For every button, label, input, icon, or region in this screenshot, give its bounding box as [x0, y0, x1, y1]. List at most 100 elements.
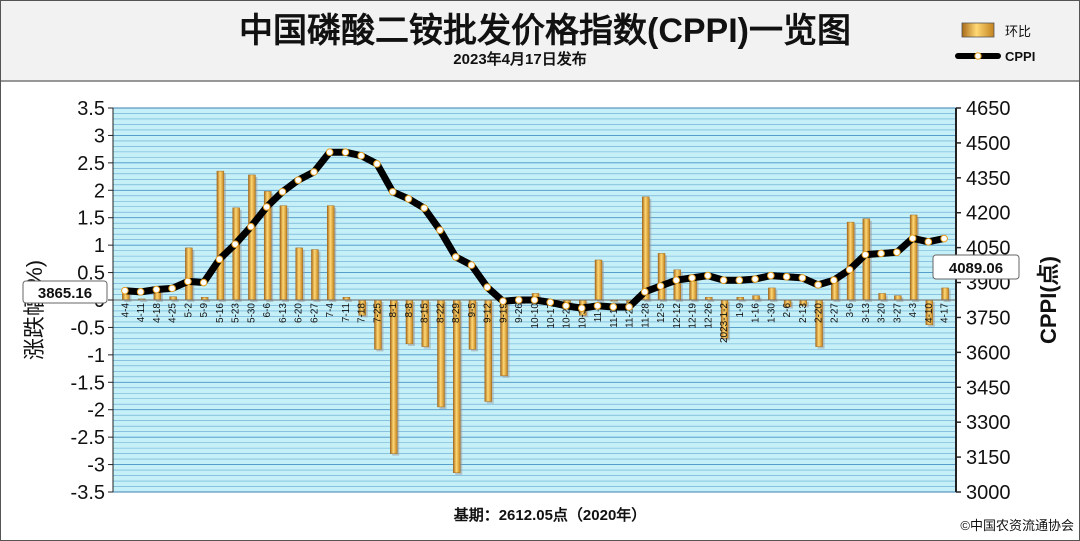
- category-label: 3-27: [892, 303, 903, 323]
- bar-3-27: [894, 295, 902, 301]
- cppi-point-12-5: [656, 282, 665, 290]
- category-label: 11-7: [593, 303, 604, 323]
- category-label: 12-19: [688, 303, 699, 329]
- cppi-point-3-27: [893, 248, 901, 257]
- category-label: 5-30: [246, 303, 257, 323]
- bar-5-2: [185, 247, 193, 301]
- cppi-point-8-15: [420, 204, 429, 212]
- category-labels: 4-4 4-11 4-18 4-25 5-2 5-9 5-16 5-23 5-30 6-6 6-13…: [120, 303, 950, 343]
- bar-shadow: [738, 299, 746, 302]
- cppi-point-5-23: [231, 240, 239, 248]
- cppi-point-10-24: [562, 302, 570, 310]
- left-tick-label: 3.5: [77, 98, 105, 120]
- cppi-point-2-13: [798, 274, 807, 282]
- category-label: 10-24: [562, 303, 573, 329]
- cppi-point-4-4: [121, 286, 129, 295]
- cppi-point-7-11: [341, 148, 350, 157]
- bar-11-7: [594, 259, 603, 301]
- category-label: 8-29: [451, 303, 462, 323]
- bar-shadow: [344, 299, 352, 302]
- category-label: 2-27: [829, 303, 840, 323]
- category-label: 4-10: [924, 303, 935, 323]
- cppi-point-9-26: [514, 296, 523, 304]
- cppi-point-8-1: [388, 187, 397, 196]
- cppi-point-4-10: [924, 238, 933, 246]
- category-label: 2-6: [782, 303, 793, 318]
- start-value-label: 3865.16: [38, 285, 92, 302]
- left-tick-label: -3: [87, 455, 105, 477]
- bar-7-4: [326, 205, 335, 301]
- category-label: 1-16: [751, 303, 762, 323]
- cppi-point-1-30: [767, 271, 775, 280]
- category-label: 1-9: [735, 303, 746, 318]
- category-label: 7-25: [372, 303, 383, 323]
- category-label: 8-15: [420, 303, 431, 323]
- cppi-point-4-17: [940, 234, 948, 243]
- cppi-point-2-20: [814, 281, 822, 289]
- cppi-point-11-14: [609, 303, 618, 311]
- category-label: 4-3: [908, 303, 919, 318]
- end-value-label: 4089.06: [949, 260, 1003, 277]
- category-label: 4-11: [136, 303, 147, 323]
- legend-bar-swatch: [961, 22, 995, 38]
- category-label: 5-16: [215, 303, 226, 323]
- category-label: 7-4: [325, 303, 336, 318]
- category-label: 8-1: [388, 303, 399, 318]
- left-tick-label: -2.5: [71, 427, 105, 449]
- left-tick-label: 2: [94, 180, 105, 202]
- category-label: 11-21: [625, 303, 636, 328]
- cppi-point-10-17: [546, 298, 555, 307]
- category-label: 10-10: [530, 303, 541, 329]
- category-label: 4-17: [940, 303, 951, 323]
- chart-subtitle: 2023年4月17日发布: [453, 50, 586, 68]
- cppi-point-10-31: [577, 304, 586, 312]
- right-tick-label: 3000: [966, 482, 1011, 504]
- bar-5-30: [248, 174, 256, 301]
- cppi-point-9-5: [467, 261, 476, 269]
- category-label: 5-23: [231, 303, 242, 323]
- bar-12-19: [689, 278, 697, 301]
- cppi-point-6-20: [294, 176, 302, 184]
- bar-1-30: [768, 287, 776, 301]
- category-label: 10-17: [546, 303, 557, 329]
- category-label: 4-18: [152, 303, 163, 323]
- cppi-point-2-27: [830, 276, 838, 285]
- cppi-point-1-16: [751, 275, 759, 283]
- cppi-point-5-16: [215, 255, 224, 264]
- category-label: 6-20: [294, 303, 305, 323]
- category-label: 7-11: [341, 303, 352, 323]
- bar-12-5: [657, 253, 666, 301]
- chart-title: 中国磷酸二铵批发价格指数(CPPI)一览图: [239, 12, 851, 50]
- right-tick-label: 3600: [966, 342, 1011, 364]
- right-tick-label: 3300: [966, 412, 1011, 434]
- cppi-point-11-7: [593, 302, 602, 310]
- category-label: 9-19: [498, 303, 509, 323]
- cppi-point-6-6: [262, 203, 271, 211]
- cppi-point-6-13: [278, 187, 287, 196]
- right-tick-label: 4650: [966, 98, 1011, 120]
- bar-3-20: [878, 293, 886, 301]
- bar-shadow: [612, 302, 620, 304]
- bar-shadow: [707, 299, 715, 302]
- cppi-point-6-27: [310, 168, 318, 176]
- bar-8-1: [390, 299, 398, 454]
- left-tick-label: 3: [94, 125, 105, 147]
- cppi-point-4-25: [168, 284, 176, 293]
- right-axis-ticks: 4650450043504200405039003750360034503300…: [956, 98, 1011, 504]
- category-label: 4-25: [168, 303, 179, 323]
- cppi-point-11-28: [640, 288, 649, 296]
- category-label: 1-30: [766, 303, 777, 323]
- cppi-point-9-12: [483, 283, 492, 292]
- cppi-point-9-19: [499, 297, 507, 305]
- left-tick-label: -1.5: [71, 372, 105, 394]
- cppi-point-1-9: [735, 276, 744, 285]
- bar-8-29: [453, 299, 461, 474]
- y-axis-right-title: CPPI(点): [1036, 256, 1061, 344]
- y-axis-left-title: 涨跌幅(%): [22, 260, 47, 360]
- right-tick-label: 4500: [966, 133, 1011, 155]
- category-label: 3-20: [877, 303, 888, 323]
- cppi-point-11-21: [625, 303, 633, 311]
- base-period-note: 基期：2612.05点（2020年）: [453, 506, 647, 524]
- right-tick-label: 4050: [966, 238, 1011, 260]
